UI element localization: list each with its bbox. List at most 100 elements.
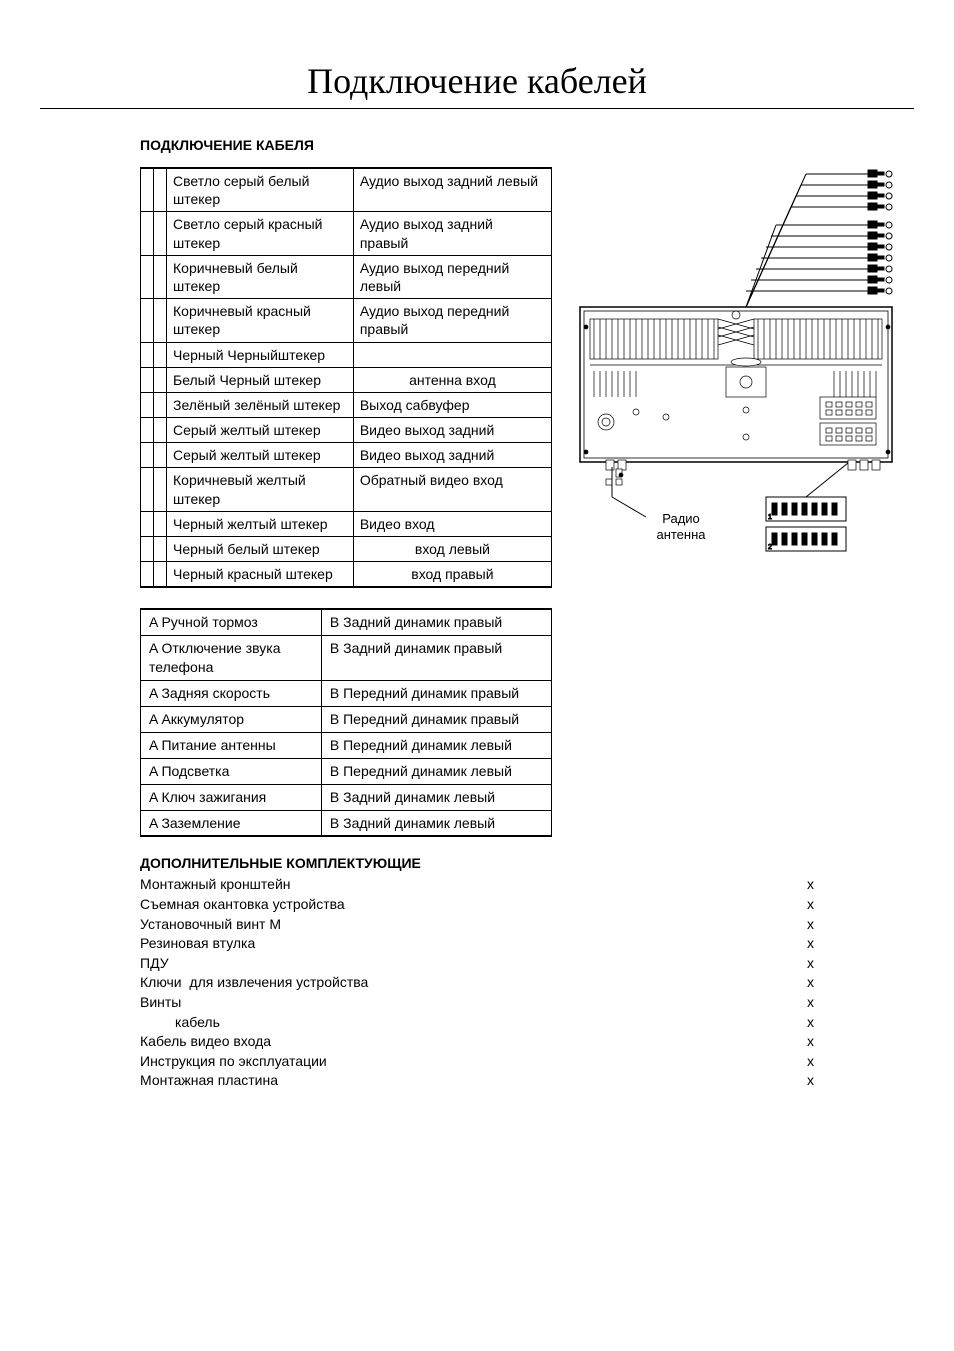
cable-function-cell: Аудио выход задний правый (353, 212, 551, 255)
pin-b-cell: B Задний динамик левый (321, 784, 551, 810)
cable-cell-blank (141, 511, 154, 536)
table-row: A Ручной тормозB Задний динамик правый (141, 610, 551, 636)
cable-cell-blank (154, 511, 167, 536)
cable-cell-blank (154, 169, 167, 212)
pin-a-cell: A Аккумулятор (141, 706, 321, 732)
table-row: Зелёный зелёный штекерВыход сабвуфер (141, 392, 551, 417)
svg-text:1: 1 (768, 514, 772, 521)
cable-cell-blank (154, 342, 167, 367)
cable-cell-blank (154, 392, 167, 417)
table-row: A Отключение звука телефонаB Задний дина… (141, 636, 551, 681)
accessory-qty: x (807, 1013, 814, 1033)
device-svg: 1 2 (576, 167, 896, 567)
cable-plug-cell: Черный желтый штекер (167, 511, 354, 536)
table-row: Светло серый красный штекерАудио выход з… (141, 212, 551, 255)
accessory-qty: x (807, 875, 814, 895)
pin-a-cell: A Ручной тормоз (141, 610, 321, 636)
cable-cell-blank (154, 443, 167, 468)
upper-layout: Светло серый белый штекерАудио выход зад… (140, 167, 914, 837)
cable-cell-blank (154, 418, 167, 443)
cable-function-cell: Выход сабвуфер (353, 392, 551, 417)
cable-cell-blank (141, 299, 154, 342)
cable-function-cell: Аудио выход передний левый (353, 255, 551, 298)
cable-function-cell: Видео выход задний (353, 418, 551, 443)
page-title: Подключение кабелей (40, 60, 914, 102)
accessory-name: Монтажная пластина (140, 1071, 278, 1091)
accessory-name: Винты (140, 993, 181, 1013)
accessory-qty: x (807, 895, 814, 915)
accessory-qty: x (807, 993, 814, 1013)
cable-function-cell: Обратный видео вход (353, 468, 551, 511)
accessory-name: ПДУ (140, 954, 169, 974)
accessories-list: Монтажный кронштейнxСъемная окантовка ус… (140, 875, 814, 1091)
table-row: Черный красный штекервход правый (141, 562, 551, 587)
accessory-qty: x (807, 1052, 814, 1072)
pin-a-cell: A Ключ зажигания (141, 784, 321, 810)
cable-plug-cell: Черный Черныйштекер (167, 342, 354, 367)
title-rule (40, 108, 914, 109)
cable-table: Светло серый белый штекерАудио выход зад… (141, 168, 551, 587)
cable-cell-blank (141, 169, 154, 212)
table-row: A АккумуляторB Передний динамик правый (141, 706, 551, 732)
cable-cell-blank (141, 367, 154, 392)
cable-cell-blank (141, 537, 154, 562)
pin-b-cell: B Задний динамик левый (321, 810, 551, 836)
cable-cell-blank (141, 562, 154, 587)
accessory-qty: x (807, 1032, 814, 1052)
tables-column: Светло серый белый штекерАудио выход зад… (140, 167, 552, 837)
accessory-row: Кабель видео входа x (140, 1032, 814, 1052)
cable-plug-cell: Черный красный штекер (167, 562, 354, 587)
accessory-row: Ключи для извлечения устройстваx (140, 973, 814, 993)
cable-cell-blank (141, 212, 154, 255)
accessory-row: Съемная окантовка устройстваx (140, 895, 814, 915)
pin-b-cell: B Задний динамик правый (321, 610, 551, 636)
cable-plug-cell: Белый Черный штекер (167, 367, 354, 392)
cable-cell-blank (141, 468, 154, 511)
accessory-qty: x (807, 954, 814, 974)
cable-plug-cell: Черный белый штекер (167, 537, 354, 562)
accessory-name: Кабель видео входа (140, 1032, 271, 1052)
table-row: Коричневый желтый штекерОбратный видео в… (141, 468, 551, 511)
cable-plug-cell: Серый желтый штекер (167, 418, 354, 443)
accessory-name: Ключи для извлечения устройства (140, 973, 368, 993)
accessory-row: Винты x (140, 993, 814, 1013)
accessory-row: Установочный винт Мx (140, 915, 814, 935)
cable-cell-blank (154, 537, 167, 562)
table-row: A ПодсветкаB Передний динамик левый (141, 758, 551, 784)
device-diagram: 1 2 Радио антенна (576, 167, 896, 567)
cable-cell-blank (154, 367, 167, 392)
table-row: A ЗаземлениеB Задний динамик левый (141, 810, 551, 836)
pin-b-cell: B Передний динамик левый (321, 732, 551, 758)
cable-function-cell: Видео выход задний (353, 443, 551, 468)
cable-function-cell: вход левый (353, 537, 551, 562)
table-row: A Задняя скоростьB Передний динамик прав… (141, 681, 551, 707)
accessory-name: Инструкция по эксплуатации (140, 1052, 327, 1072)
cable-function-cell: Аудио выход передний правый (353, 299, 551, 342)
cable-cell-blank (154, 255, 167, 298)
cable-cell-blank (154, 299, 167, 342)
cable-function-cell (353, 342, 551, 367)
cable-plug-cell: Коричневый белый штекер (167, 255, 354, 298)
pin-table: A Ручной тормозB Задний динамик правыйA … (141, 609, 551, 836)
accessory-qty: x (807, 1071, 814, 1091)
table-row: Коричневый белый штекерАудио выход перед… (141, 255, 551, 298)
table-row: A Питание антенныB Передний динамик левы… (141, 732, 551, 758)
pin-a-cell: A Отключение звука телефона (141, 636, 321, 681)
cable-plug-cell: Серый желтый штекер (167, 443, 354, 468)
pin-a-cell: A Питание антенны (141, 732, 321, 758)
cable-cell-blank (141, 342, 154, 367)
cable-plug-cell: Зелёный зелёный штекер (167, 392, 354, 417)
cable-plug-cell: Светло серый красный штекер (167, 212, 354, 255)
table-row: Черный желтый штекерВидео вход (141, 511, 551, 536)
cable-plug-cell: Коричневый желтый штекер (167, 468, 354, 511)
cable-function-cell: Аудио выход задний левый (353, 169, 551, 212)
cable-cell-blank (154, 562, 167, 587)
cable-cell-blank (141, 443, 154, 468)
svg-text:2: 2 (768, 544, 772, 551)
pin-a-cell: A Заземление (141, 810, 321, 836)
accessory-row: Резиновая втулкаx (140, 934, 814, 954)
accessory-qty: x (807, 915, 814, 935)
section-accessories-heading: ДОПОЛНИТЕЛЬНЫЕ КОМПЛЕКТУЮЩИЕ (140, 855, 914, 871)
pin-table-box: A Ручной тормозB Задний динамик правыйA … (140, 608, 552, 837)
accessory-row: Монтажный кронштейнx (140, 875, 814, 895)
